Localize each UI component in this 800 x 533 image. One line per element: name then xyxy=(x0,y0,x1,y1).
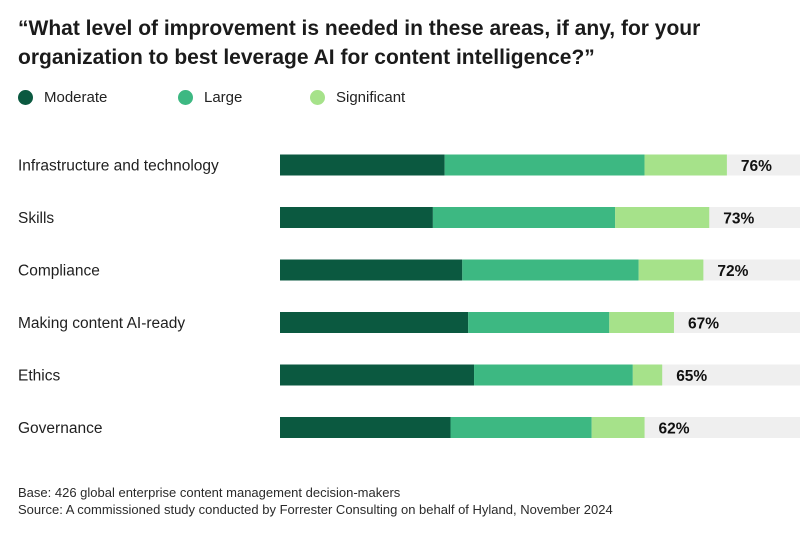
category-label-skills: Skills xyxy=(18,210,54,227)
legend-item-significant: Significant xyxy=(310,89,405,106)
category-label-ethics: Ethics xyxy=(18,368,60,385)
category-label-governance: Governance xyxy=(18,420,102,437)
bar-significant-ethics xyxy=(632,364,663,386)
bar-large-ethics xyxy=(474,364,633,386)
chart-legend: Moderate Large Significant xyxy=(18,86,405,108)
bar-moderate-ethics xyxy=(280,364,475,386)
legend-label-significant: Significant xyxy=(336,88,406,106)
bar-large-infrastructure-and-technology xyxy=(444,154,645,176)
footnote-base: Base: 426 global enterprise content mana… xyxy=(18,485,401,500)
category-label-compliance: Compliance xyxy=(18,263,100,280)
bar-large-skills xyxy=(432,207,616,228)
legend-swatch-large xyxy=(178,89,193,105)
legend-swatch-moderate xyxy=(18,89,33,105)
footnote-source: Source: A commissioned study conducted b… xyxy=(18,502,613,517)
bar-moderate-compliance xyxy=(280,259,463,281)
bar-significant-infrastructure-and-technology xyxy=(644,154,727,176)
total-label-making-content-ai-ready: 67% xyxy=(688,316,719,333)
total-label-compliance: 72% xyxy=(717,263,748,280)
category-label-infrastructure-and-technology: Infrastructure and technology xyxy=(18,158,219,175)
total-label-governance: 62% xyxy=(659,421,690,438)
chart-title: “What level of improvement is needed in … xyxy=(18,17,701,69)
bar-large-governance xyxy=(450,417,592,438)
legend-label-moderate: Moderate xyxy=(44,88,108,106)
total-label-skills: 73% xyxy=(723,211,754,228)
total-label-infrastructure-and-technology: 76% xyxy=(741,158,772,175)
bar-moderate-skills xyxy=(280,207,433,228)
category-label-making-content-ai-ready: Making content AI-ready xyxy=(18,315,185,332)
bar-significant-compliance xyxy=(638,259,704,281)
bar-large-compliance xyxy=(462,259,639,281)
total-label-ethics: 65% xyxy=(676,368,707,385)
bar-large-making-content-ai-ready xyxy=(468,312,610,333)
legend-swatch-significant xyxy=(310,89,325,105)
legend-item-large: Large xyxy=(178,89,310,106)
legend-item-moderate: Moderate xyxy=(18,89,178,106)
bar-moderate-governance xyxy=(280,417,451,438)
legend-label-large: Large xyxy=(204,88,243,106)
bar-significant-skills xyxy=(615,207,710,228)
bar-moderate-making-content-ai-ready xyxy=(280,312,469,333)
bar-significant-governance xyxy=(591,417,645,438)
bar-significant-making-content-ai-ready xyxy=(609,312,674,333)
bar-moderate-infrastructure-and-technology xyxy=(280,154,445,176)
